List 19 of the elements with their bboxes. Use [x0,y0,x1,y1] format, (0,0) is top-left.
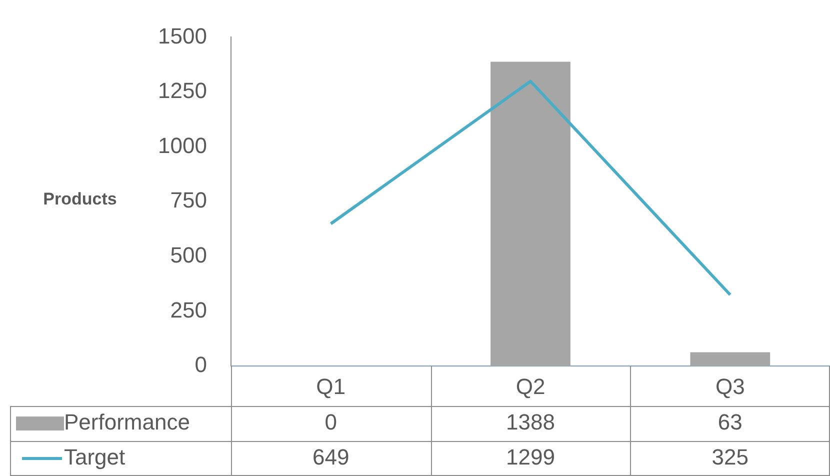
legend-label: Target [64,444,126,470]
data-label: 649 [312,444,350,470]
data-label: 1388 [506,410,555,435]
y-axis-title: Products [43,189,117,208]
x-tick-label: Q1 [316,374,346,400]
y-tick-label: 1250 [158,78,207,104]
y-tick-label: 0 [194,352,207,378]
y-tick-label: 750 [170,188,207,213]
data-label: 0 [324,410,337,435]
legend-label: Performance [64,410,190,435]
data-label: 325 [712,444,749,470]
x-tick-label: Q3 [715,374,745,400]
y-tick-label: 500 [170,242,207,268]
x-tick-label: Q2 [516,374,546,400]
y-tick-label: 1000 [158,132,207,158]
y-tick-label: 250 [170,297,207,322]
data-label: 1299 [506,444,555,470]
data-label: 63 [718,410,742,435]
y-tick-label: 1500 [158,23,207,48]
